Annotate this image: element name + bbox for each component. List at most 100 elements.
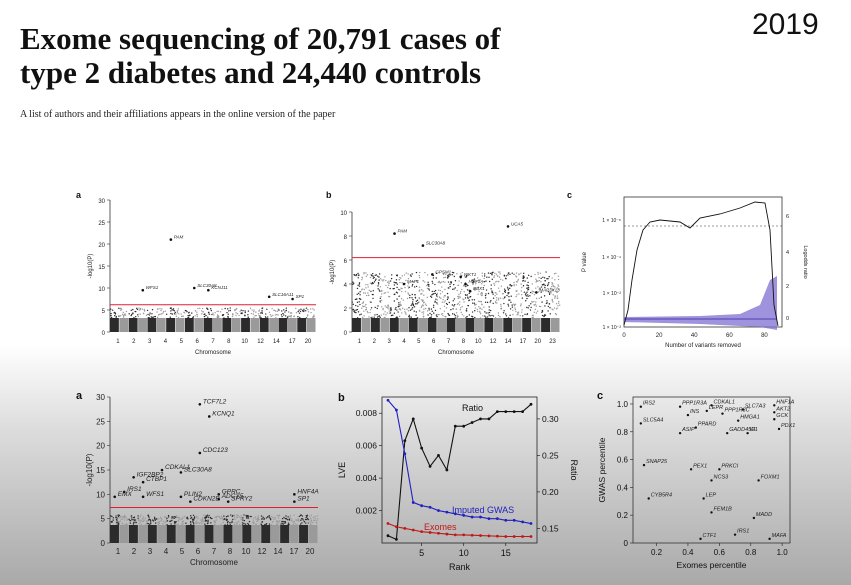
gene-label: ASIP xyxy=(681,427,695,433)
variant-point xyxy=(399,281,401,284)
variant-point xyxy=(483,275,486,277)
variant-point xyxy=(187,316,190,319)
variant-point xyxy=(305,307,308,309)
variant-point xyxy=(261,310,263,312)
variant-point xyxy=(412,301,414,303)
variant-point xyxy=(371,283,373,285)
variant-point xyxy=(436,296,439,298)
chromosome-block xyxy=(427,318,437,332)
variant-point xyxy=(430,308,433,310)
variant-point xyxy=(424,307,427,310)
variant-point xyxy=(485,312,487,314)
variant-point xyxy=(418,310,421,312)
variant-point xyxy=(178,313,180,315)
variant-point xyxy=(487,292,490,295)
variant-point xyxy=(194,315,196,317)
variant-point xyxy=(422,311,425,313)
variant-point xyxy=(191,312,193,314)
variant-point xyxy=(361,316,364,318)
variant-point xyxy=(231,315,234,318)
variant-point xyxy=(216,314,219,316)
variant-point xyxy=(483,284,485,287)
variant-point xyxy=(450,309,452,311)
variant-point xyxy=(283,314,285,316)
variant-point xyxy=(398,302,400,304)
variant-point xyxy=(403,274,406,276)
variant-point xyxy=(231,313,234,315)
gene-point xyxy=(686,413,690,417)
gene-label: MADD xyxy=(756,512,772,518)
variant-point xyxy=(252,310,255,313)
variant-point xyxy=(236,312,239,315)
variant-point xyxy=(439,281,441,284)
variant-point xyxy=(388,312,391,314)
variant-point xyxy=(136,308,139,311)
variant-point xyxy=(466,289,469,291)
variant-point xyxy=(361,307,363,309)
variant-point xyxy=(409,309,412,311)
gene-point xyxy=(647,497,650,500)
variant-point xyxy=(399,276,401,279)
hit-point xyxy=(207,288,210,292)
variant-point xyxy=(488,309,490,311)
variant-point xyxy=(474,289,476,292)
variant-point xyxy=(244,314,246,316)
variant-point xyxy=(235,312,237,314)
variant-point xyxy=(210,309,213,312)
variant-point xyxy=(453,275,456,278)
variant-point xyxy=(253,316,255,318)
variant-point xyxy=(428,285,430,287)
variant-point xyxy=(404,286,406,289)
chromosome-block xyxy=(175,318,185,332)
variant-point xyxy=(471,279,473,281)
gene-point xyxy=(678,405,682,408)
variant-point xyxy=(414,297,417,299)
variant-point xyxy=(214,312,216,314)
gene-label: NCS3 xyxy=(714,474,730,480)
variant-point xyxy=(280,314,283,316)
variant-point xyxy=(378,279,380,281)
variant-point xyxy=(185,310,187,312)
variant-point xyxy=(492,315,495,317)
y-tick-label: 0.4 xyxy=(617,483,629,492)
variant-point xyxy=(363,273,365,275)
variant-point xyxy=(369,311,371,314)
variant-point xyxy=(110,316,113,319)
variant-point xyxy=(244,311,246,314)
variant-point xyxy=(396,298,398,300)
year-label: 2019 xyxy=(752,8,819,41)
variant-point xyxy=(113,314,116,317)
variant-point xyxy=(362,305,364,307)
variant-point xyxy=(284,315,287,317)
variant-point xyxy=(445,307,448,309)
variant-point xyxy=(392,314,394,316)
variant-point xyxy=(412,281,414,283)
variant-point xyxy=(187,314,189,317)
variant-point xyxy=(482,286,484,289)
variant-point xyxy=(422,279,424,282)
y-tick-label: 0 xyxy=(102,331,106,337)
variant-point xyxy=(426,274,429,276)
variant-point xyxy=(473,280,475,283)
variant-point xyxy=(359,291,361,293)
gene-point xyxy=(694,426,697,429)
variant-point xyxy=(355,312,357,314)
variant-point xyxy=(367,294,370,297)
variant-point xyxy=(440,297,442,300)
variant-point xyxy=(285,309,288,312)
variant-point xyxy=(375,278,377,280)
variant-point xyxy=(258,310,260,312)
variant-point xyxy=(422,300,424,302)
variant-point xyxy=(463,301,465,303)
variant-point xyxy=(421,311,423,314)
variant-point xyxy=(447,297,449,299)
variant-point xyxy=(491,314,493,317)
variant-point xyxy=(229,309,232,312)
variant-point xyxy=(444,276,447,279)
variant-point xyxy=(419,271,421,274)
variant-point xyxy=(253,309,255,311)
gene-point xyxy=(777,427,781,431)
variant-point xyxy=(471,299,473,301)
variant-point xyxy=(444,315,447,318)
variant-point xyxy=(177,308,180,310)
